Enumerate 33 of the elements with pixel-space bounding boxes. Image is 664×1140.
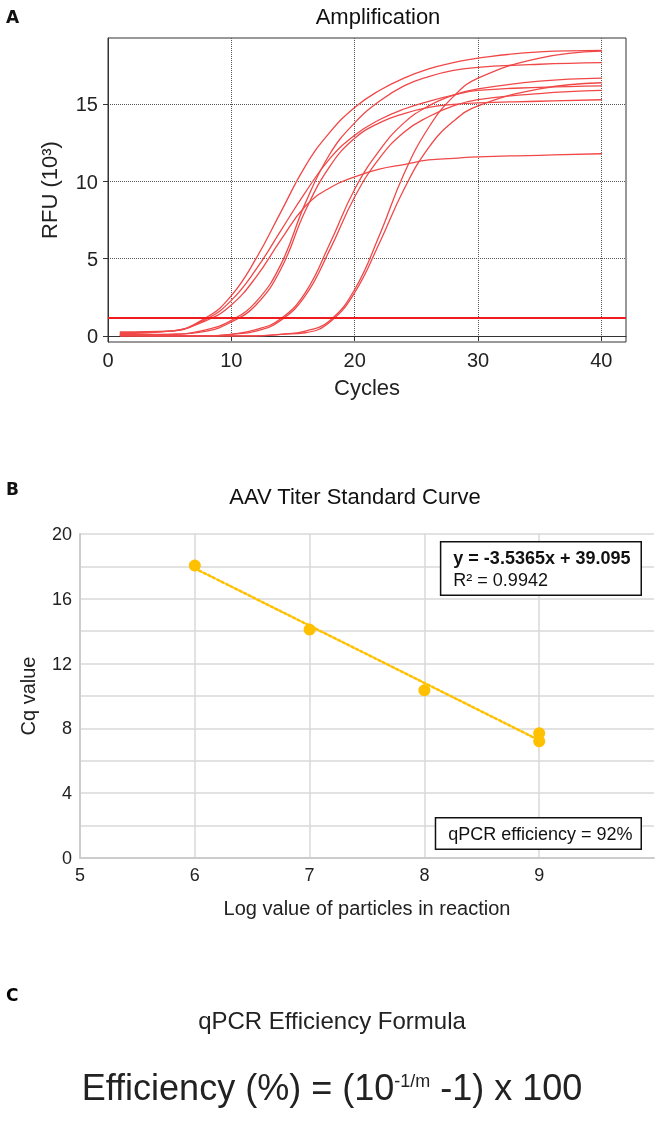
chart-title: Amplification: [315, 3, 441, 29]
y-tick-label: 16: [51, 588, 72, 609]
x-tick-label: 6: [189, 865, 200, 885]
x-axis-title: Cycles: [333, 374, 401, 400]
x-axis-title: Log value of particles in reaction: [223, 897, 511, 919]
x-tick-label: 30: [466, 349, 490, 371]
x-tick-label: 8: [419, 865, 430, 885]
y-tick-label: 4: [61, 783, 72, 804]
y-tick-label: 0: [86, 324, 98, 347]
x-tick-label: 7: [304, 865, 315, 885]
text: B: [6, 478, 19, 499]
annotation: R² = 0.9942: [453, 569, 548, 590]
y-tick-label: 0: [61, 848, 72, 868]
x-tick-label: 0: [102, 349, 114, 371]
text: qPCR Efficiency Formula: [197, 1007, 467, 1035]
text: Efficiency (%) = (10$^{-1/m}$ -1) x 100: [80, 1067, 584, 1109]
text: C: [6, 985, 19, 1005]
x-tick-label: 9: [534, 865, 545, 885]
x-tick-label: 10: [220, 349, 243, 371]
y-tick-label: 5: [86, 247, 98, 270]
y-tick-label: 20: [51, 524, 72, 544]
y-tick-label: 15: [75, 93, 98, 116]
y-tick-label: 8: [61, 718, 72, 739]
text: A: [6, 6, 20, 27]
x-tick-label: 20: [343, 349, 366, 371]
chart-title: AAV Titer Standard Curve: [229, 483, 481, 509]
x-tick-label: 40: [590, 349, 613, 371]
y-axis-title: Cq value: [17, 656, 39, 736]
annotation: qPCR efficiency = 92%: [448, 823, 633, 844]
y-tick-label: 12: [51, 653, 72, 674]
y-axis-title: RFU (10³): [36, 141, 62, 239]
y-tick-label: 10: [75, 170, 98, 193]
annotation: y = -3.5365x + 39.095: [453, 547, 631, 568]
